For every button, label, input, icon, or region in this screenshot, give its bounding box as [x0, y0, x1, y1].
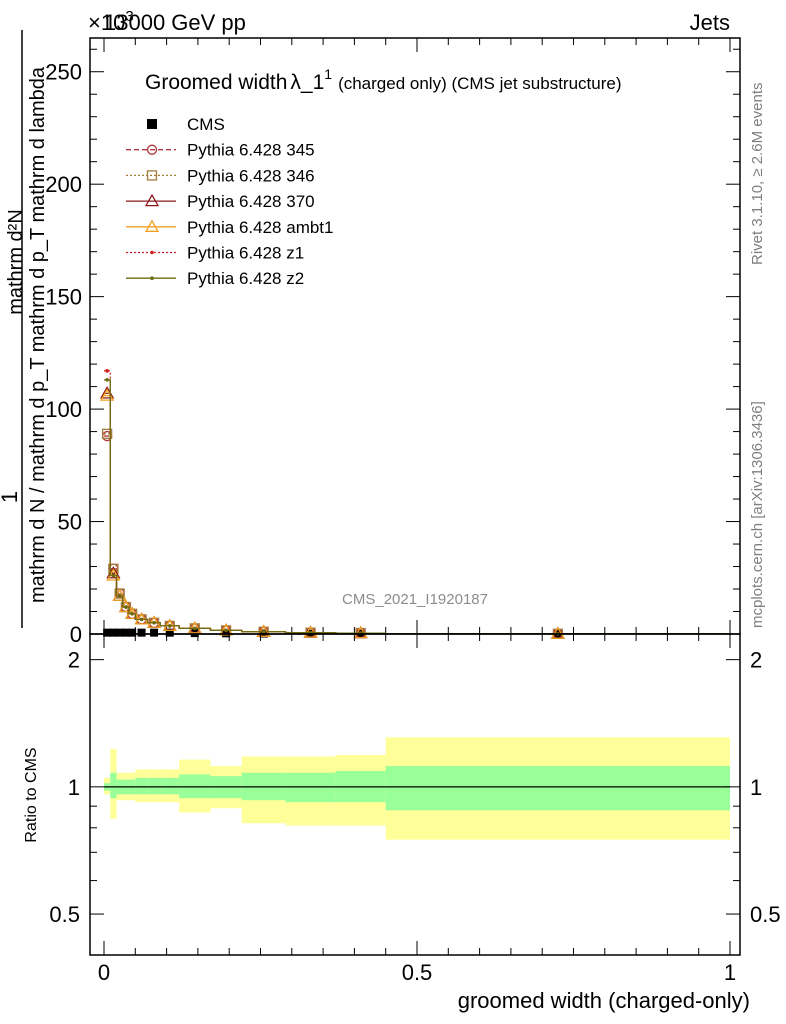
legend-entry: Pythia 6.428 z2	[126, 269, 304, 288]
ratio-ytick-label: 2	[68, 648, 80, 673]
legend-label: Pythia 6.428 ambt1	[187, 218, 333, 237]
cms-point	[137, 628, 146, 637]
cms-point	[165, 628, 174, 637]
ratio-frame	[89, 633, 741, 956]
mc-point	[303, 625, 318, 638]
legend-marker	[150, 250, 154, 255]
mc-point	[105, 369, 109, 373]
main-ticks: 0 50 100 150 200 250	[45, 38, 740, 647]
legend-entry: Pythia 6.428 370	[126, 192, 315, 211]
x-tick-label: 0	[98, 960, 110, 985]
mc-point	[256, 624, 271, 637]
ratio-band-inner	[110, 772, 117, 799]
mc-point	[261, 629, 266, 634]
main-ytick-label: 50	[58, 510, 82, 535]
cms-point	[115, 628, 124, 637]
main-ytick-label: 100	[45, 397, 82, 422]
legend-marker	[150, 276, 154, 281]
x-axis-label: groomed width (charged-only)	[458, 988, 750, 1013]
x-tick-label: 0.5	[402, 960, 433, 985]
main-ylabel-numerator: mathrm d²N	[5, 209, 27, 315]
mc-point	[353, 625, 368, 639]
legend-entry: Pythia 6.428 z1	[126, 244, 304, 263]
mc-point	[192, 626, 197, 631]
legend-entry: CMS	[147, 115, 225, 134]
watermark: CMS_2021_I1920187	[342, 591, 488, 608]
ratio-ytick-label-right: 0.5	[750, 902, 781, 927]
mc-point	[111, 573, 116, 578]
legend-entry: Pythia 6.428 345	[126, 141, 315, 160]
cms-point	[128, 628, 137, 637]
mc-point	[167, 624, 172, 628]
x-tick-labels: 0 0.5 1	[98, 960, 736, 985]
mc-point	[134, 612, 149, 625]
mc-point	[187, 621, 202, 634]
mc-point	[550, 626, 565, 639]
main-ytick-label: 0	[70, 622, 82, 647]
ratio-ytick-label-right: 1	[750, 775, 762, 800]
mc-point	[124, 605, 128, 609]
ratio-band-inner	[147, 777, 161, 795]
legend-marker	[144, 193, 160, 207]
mc-point	[162, 618, 177, 632]
mc-point	[218, 623, 234, 636]
legend-label: CMS	[187, 115, 225, 134]
main-ylabel-full: mathrm d N / mathrm d p_T mathrm d p_T m…	[27, 66, 49, 603]
legend-entry: Pythia 6.428 346	[126, 166, 315, 185]
mc-point	[117, 593, 122, 598]
legend-label: Pythia 6.428 346	[187, 166, 315, 185]
cms-point	[121, 628, 130, 637]
mc-point	[139, 617, 144, 622]
main-title: Groomed width λ_11 (charged only) (CMS jet…	[145, 66, 622, 94]
ratio-ytick-label-right: 2	[750, 648, 762, 673]
mc-point	[146, 615, 162, 628]
mc-point	[101, 428, 113, 439]
legend: CMS Pythia 6.428 345 Pythia 6.428 346 Pythi…	[126, 115, 333, 288]
mc-point	[130, 611, 134, 616]
cms-point	[150, 628, 159, 637]
cms-point	[109, 628, 118, 637]
header-left: 13000 GeV pp	[104, 10, 246, 35]
main-ylabel-one: 1	[0, 491, 22, 503]
mcplots-label: mcplots.cern.ch [arXiv:1306.3436]	[749, 401, 766, 628]
ratio-ticks: 0.5 0.5 1 1 2 2	[49, 634, 781, 955]
legend-marker	[146, 170, 158, 181]
legend-marker	[146, 144, 158, 155]
ratio-ytick-label: 0.5	[49, 902, 80, 927]
rivet-label: Rivet 3.1.10, ≥ 2.6M events	[749, 83, 766, 266]
main-ytick-label: 250	[45, 60, 82, 85]
ratio-band-inner	[385, 766, 730, 811]
ratio-band-inner	[135, 777, 148, 795]
ratio-band-inner	[160, 777, 180, 795]
legend-label: Pythia 6.428 370	[187, 192, 315, 211]
legend-label: Pythia 6.428 z2	[187, 269, 304, 288]
mc-point	[105, 378, 109, 382]
main-ytick-label: 150	[45, 285, 82, 310]
mc-point	[152, 620, 156, 625]
legend-label: Pythia 6.428 345	[187, 141, 315, 160]
y-exponent: ×103	[88, 8, 134, 35]
main-ytick-label: 200	[45, 172, 82, 197]
legend-marker	[147, 119, 157, 129]
ratio-bands	[104, 737, 730, 840]
cms-point	[103, 628, 112, 637]
header-right: Jets	[690, 10, 730, 35]
ratio-ylabel: Ratio to CMS	[23, 747, 40, 842]
legend-marker	[144, 219, 160, 232]
legend-entry: Pythia 6.428 ambt1	[126, 218, 333, 237]
mc-point	[224, 628, 228, 633]
x-tick-label: 1	[724, 960, 736, 985]
ratio-ytick-label: 1	[68, 775, 80, 800]
legend-label: Pythia 6.428 z1	[187, 244, 304, 263]
